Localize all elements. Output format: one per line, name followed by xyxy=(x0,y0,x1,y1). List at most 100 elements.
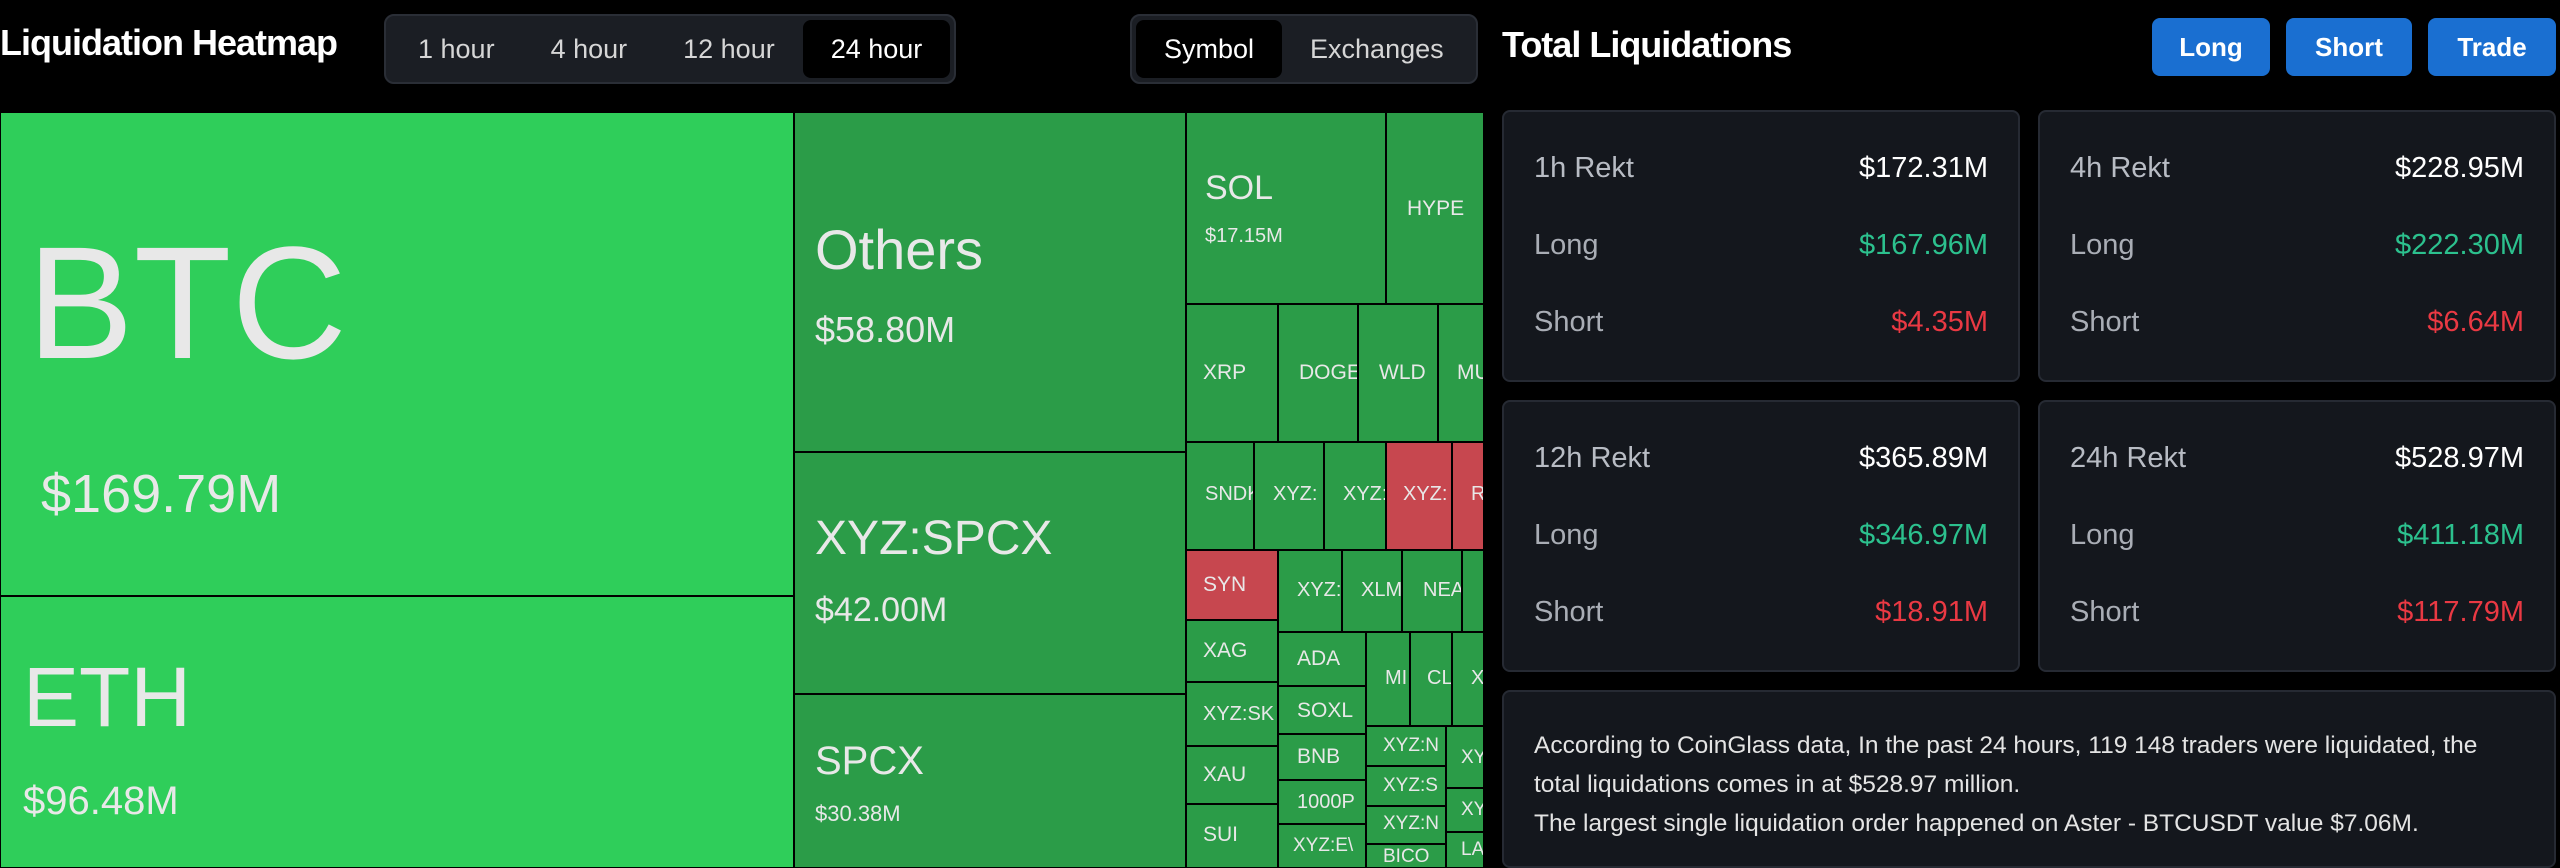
treemap-cell-symbol: XYZ:S xyxy=(1383,775,1438,796)
time-option-4h[interactable]: 4 hour xyxy=(550,33,628,64)
treemap-cell-xyz-a[interactable]: XYZ: xyxy=(1254,442,1324,550)
treemap-cell-symbol: XRP xyxy=(1203,361,1247,384)
card-label: 4h Rekt xyxy=(2070,152,2170,184)
treemap-cell-xy-1[interactable]: XY xyxy=(1446,726,1484,788)
treemap-cell-sui[interactable]: SUI xyxy=(1186,804,1278,868)
treemap-cell-mu[interactable]: MU xyxy=(1438,304,1484,442)
treemap-cell-sol[interactable]: SOL $17.15M xyxy=(1186,112,1386,304)
card-long-label: Long xyxy=(1534,229,1599,261)
treemap-cell-symbol: SYN xyxy=(1203,573,1247,596)
treemap-cell-others[interactable]: Others $58.80M xyxy=(794,112,1186,452)
treemap-cell-symbol: XYZ:E\ xyxy=(1293,835,1354,856)
treemap-cell-symbol: CL xyxy=(1427,667,1452,689)
treemap-cell-symbol: BNB xyxy=(1297,745,1341,768)
treemap-cell-xyz-b[interactable]: XYZ: xyxy=(1324,442,1386,550)
treemap-cell-r[interactable]: R xyxy=(1452,442,1484,550)
treemap-cell-small[interactable] xyxy=(1462,550,1484,632)
treemap-cell-symbol: WLD xyxy=(1379,361,1426,384)
time-option-12h[interactable]: 12 hour xyxy=(683,33,775,64)
treemap-cell-symbol: 1000P xyxy=(1297,791,1355,813)
treemap-cell-xyz-e[interactable]: XYZ:E\ xyxy=(1278,824,1366,868)
treemap-cell-xrp[interactable]: XRP xyxy=(1186,304,1278,442)
card-short-value: $117.79M xyxy=(2397,596,2524,628)
view-option-symbol[interactable]: Symbol xyxy=(1136,20,1283,78)
treemap-cell-mi[interactable]: MI xyxy=(1366,632,1410,726)
card-long-label: Long xyxy=(1534,519,1599,551)
treemap-cell-xy-2[interactable]: XY xyxy=(1446,788,1484,832)
card-total-value: $228.95M xyxy=(2395,152,2524,184)
treemap-cell-spcx[interactable]: SPCX $30.38M xyxy=(794,694,1186,868)
treemap-cell-xag[interactable]: XAG xyxy=(1186,620,1278,682)
treemap-cell-near[interactable]: NEA xyxy=(1402,550,1462,632)
card-short-value: $6.64M xyxy=(2427,306,2524,338)
card-label: 24h Rekt xyxy=(2070,442,2187,474)
treemap-cell-symbol: XYZ:SK xyxy=(1203,703,1275,725)
card-long-label: Long xyxy=(2070,519,2135,551)
treemap-cell-soxl[interactable]: SOXL xyxy=(1278,686,1366,734)
card-label: 1h Rekt xyxy=(1534,152,1634,184)
treemap-cell-symbol: XAU xyxy=(1203,763,1247,786)
treemap-cell-symbol: XYZ: xyxy=(1297,579,1342,601)
treemap-cell-xlm[interactable]: XLM xyxy=(1342,550,1402,632)
treemap-cell-symbol: XLM xyxy=(1361,579,1402,601)
treemap-cell-symbol: ADA xyxy=(1297,647,1341,670)
treemap-cell-symbol: XY xyxy=(1461,747,1484,768)
time-option-24h[interactable]: 24 hour xyxy=(802,20,951,78)
treemap-cell-symbol: DOGE xyxy=(1299,361,1358,384)
treemap-cell-eth[interactable]: ETH $96.48M xyxy=(0,596,794,868)
treemap-cell-btc[interactable]: BTC $169.79M xyxy=(0,112,794,596)
card-label: 12h Rekt xyxy=(1534,442,1651,474)
treemap-cell-wld[interactable]: WLD xyxy=(1358,304,1438,442)
view-mode-selector: Symbol Exchanges xyxy=(1130,14,1478,84)
treemap-cell-ada[interactable]: ADA xyxy=(1278,632,1366,686)
card-total-value: $528.97M xyxy=(2395,442,2524,474)
treemap-cell-symbol: XY xyxy=(1461,799,1484,820)
total-liquidations-title: Total Liquidations xyxy=(1502,24,1792,65)
treemap-cell-1000p[interactable]: 1000P xyxy=(1278,780,1366,824)
long-button[interactable]: Long xyxy=(2152,18,2270,76)
treemap-cell-symbol: XAG xyxy=(1203,639,1248,662)
treemap-cell-doge[interactable]: DOGE xyxy=(1278,304,1358,442)
treemap-cell-symbol: SUI xyxy=(1203,823,1239,846)
time-option-1h[interactable]: 1 hour xyxy=(418,33,495,64)
card-short-label: Short xyxy=(2070,306,2140,338)
treemap-cell-xyz-sk[interactable]: XYZ:SK xyxy=(1186,682,1278,746)
treemap-cell-value: $17.15M xyxy=(1205,225,1283,247)
treemap-cell-xyz-spcx[interactable]: XYZ:SPCX $42.00M xyxy=(794,452,1186,694)
rekt-card-24h: 24h Rekt $528.97M Long $411.18M Short $117.… xyxy=(2038,400,2556,672)
treemap-cell-symbol: XYZ: xyxy=(1403,483,1448,505)
treemap-cell-symbol: SOL xyxy=(1205,169,1274,207)
view-option-exchanges[interactable]: Exchanges xyxy=(1310,33,1444,64)
card-long-value: $222.30M xyxy=(2395,229,2524,261)
rekt-card-1h: 1h Rekt $172.31M Long $167.96M Short $4.35M xyxy=(1502,110,2020,382)
treemap-cell-xyz-n2[interactable]: XYZ:N xyxy=(1366,806,1446,844)
treemap-cell-symbol: XYZ: xyxy=(1273,483,1318,505)
treemap-cell-hype[interactable]: HYPE xyxy=(1386,112,1484,304)
treemap-cell-symbol: LA xyxy=(1461,839,1484,860)
treemap-cell-symbol: NEA xyxy=(1423,579,1462,601)
treemap-cell-bnb[interactable]: BNB xyxy=(1278,734,1366,780)
short-button[interactable]: Short xyxy=(2286,18,2412,76)
treemap-cell-sndk[interactable]: SNDK xyxy=(1186,442,1254,550)
card-short-value: $18.91M xyxy=(1875,596,1988,628)
rekt-card-4h: 4h Rekt $228.95M Long $222.30M Short $6.64M xyxy=(2038,110,2556,382)
treemap-cell-xyz-c[interactable]: XYZ: xyxy=(1278,550,1342,632)
treemap-cell-symbol: SNDK xyxy=(1205,483,1253,505)
summary-line-2: The largest single liquidation order hap… xyxy=(1534,810,2419,837)
treemap-cell-la[interactable]: LA xyxy=(1446,832,1484,868)
treemap-cell-xyz-red[interactable]: XYZ: xyxy=(1386,442,1452,550)
liquidation-summary: According to CoinGlass data, In the past… xyxy=(1502,690,2556,868)
treemap-cell-xau[interactable]: XAU xyxy=(1186,746,1278,804)
card-short-value: $4.35M xyxy=(1891,306,1988,338)
treemap-cell-syn[interactable]: SYN xyxy=(1186,550,1278,620)
treemap-cell-symbol: R xyxy=(1471,483,1483,506)
treemap-cell-bico[interactable]: BICO xyxy=(1366,844,1446,868)
treemap-cell-xyz-s[interactable]: XYZ:S xyxy=(1366,766,1446,806)
rekt-card-12h: 12h Rekt $365.89M Long $346.97M Short $18.9… xyxy=(1502,400,2020,672)
trade-button[interactable]: Trade xyxy=(2428,18,2556,76)
treemap-cell-x[interactable]: X xyxy=(1452,632,1484,726)
liquidation-treemap: BTC $169.79M ETH $96.48M Others $58.80M … xyxy=(0,112,1484,868)
treemap-cell-xyz-n1[interactable]: XYZ:N xyxy=(1366,726,1446,766)
treemap-cell-value: $58.80M xyxy=(815,309,956,350)
treemap-cell-cl[interactable]: CL xyxy=(1410,632,1452,726)
